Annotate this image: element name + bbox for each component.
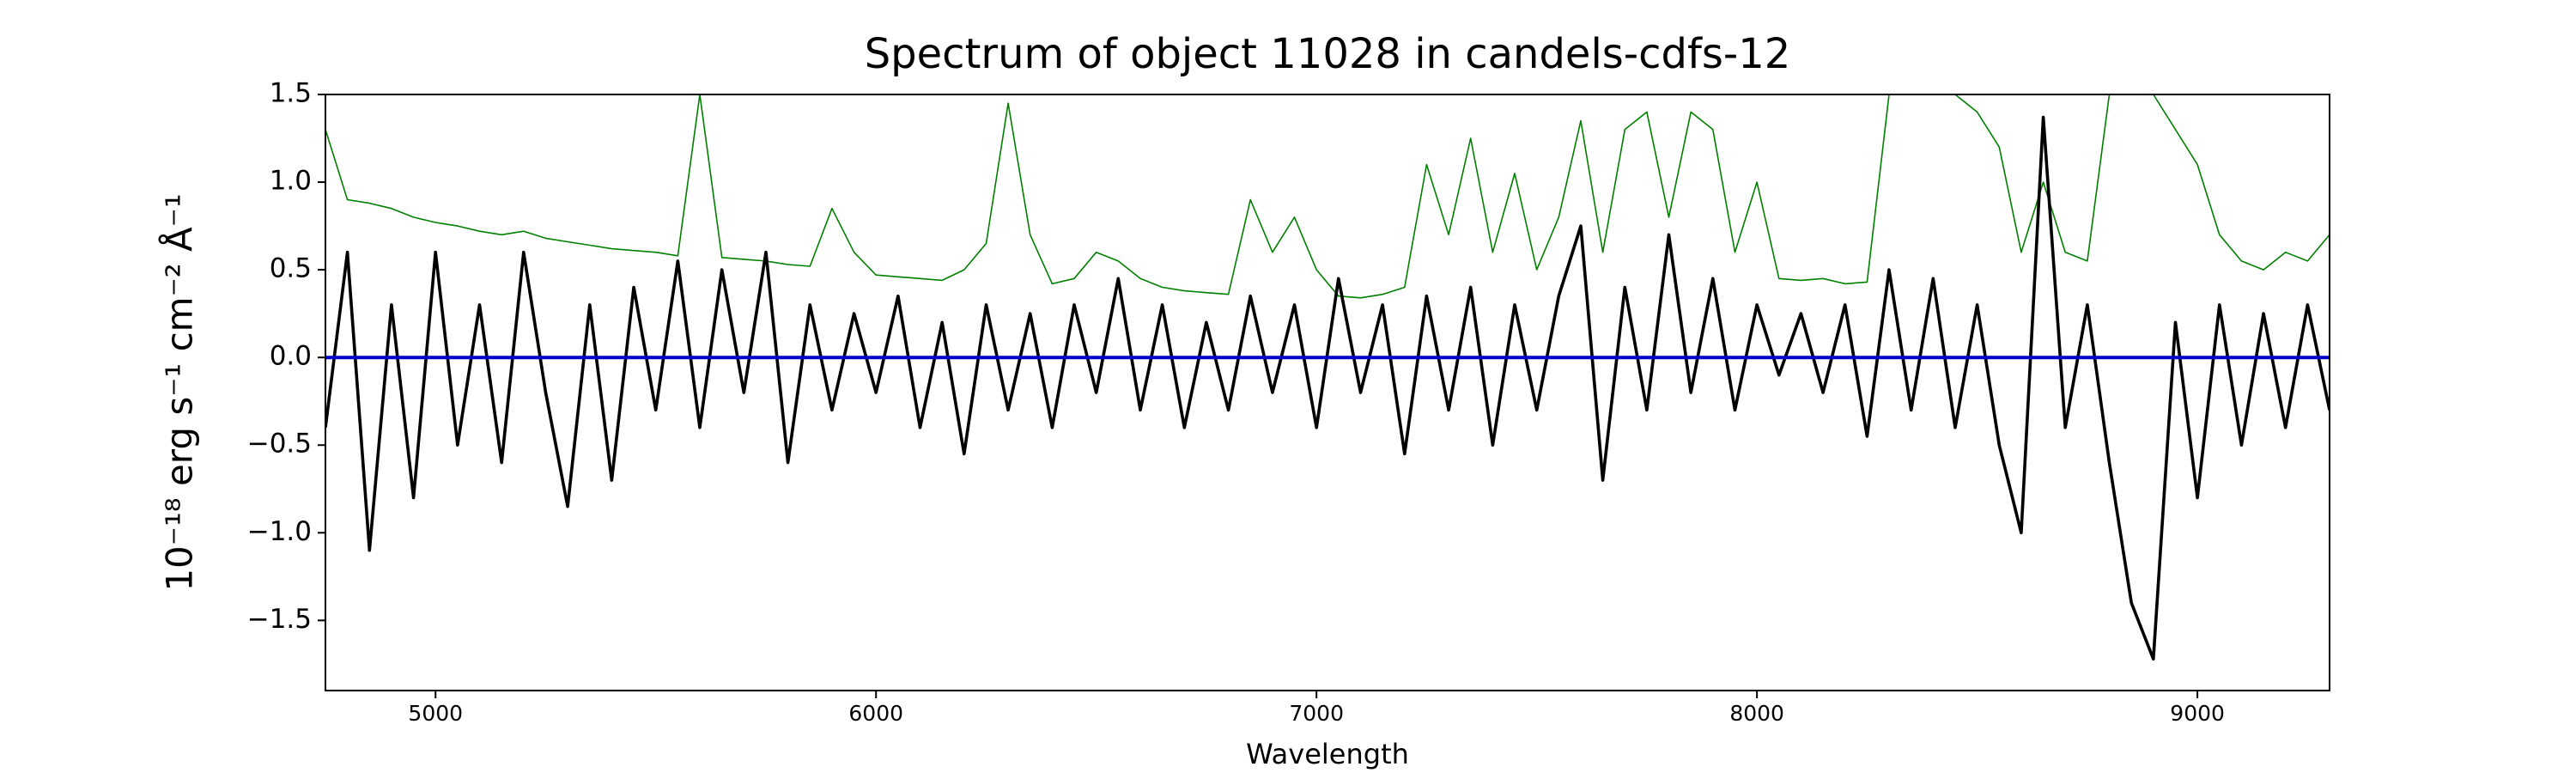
y-tick-label: 1.5 [270, 78, 312, 109]
x-tick-label: 6000 [848, 701, 903, 726]
x-axis-label: Wavelength [1246, 738, 1409, 770]
y-tick-label: −1.0 [247, 516, 312, 547]
x-tick-label: 8000 [1729, 701, 1784, 726]
y-tick-label: −0.5 [247, 429, 312, 460]
plot-area [325, 94, 2330, 661]
y-tick-label: 0.5 [270, 253, 312, 284]
chart-title: Spectrum of object 11028 in candels-cdfs… [865, 30, 1791, 78]
y-tick-label: −1.5 [247, 604, 312, 635]
spectrum-line [325, 115, 2330, 661]
spectrum-line [325, 94, 2330, 299]
y-tick-label: 0.0 [270, 341, 312, 372]
y-axis-label: 10⁻¹⁸ erg s⁻¹ cm⁻² Å⁻¹ [158, 193, 201, 591]
x-tick-label: 9000 [2170, 701, 2225, 726]
axes-frame [325, 94, 2330, 691]
y-tick-label: 1.0 [270, 166, 312, 197]
x-tick-label: 5000 [408, 701, 463, 726]
x-tick-label: 7000 [1289, 701, 1344, 726]
